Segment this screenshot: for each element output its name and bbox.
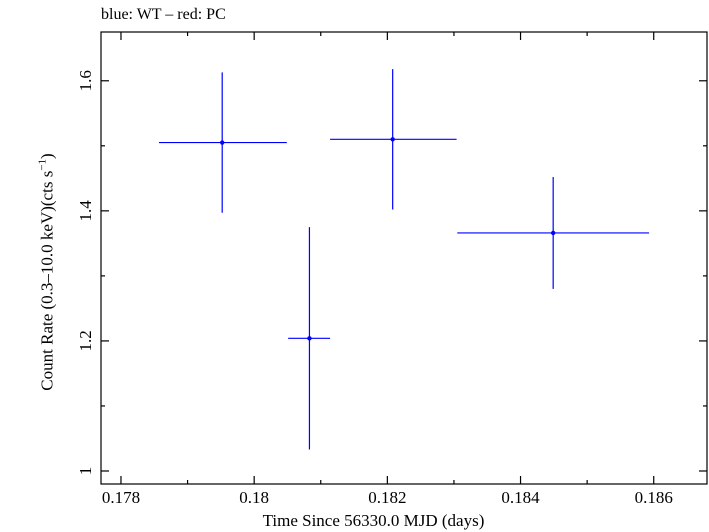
data-marker <box>220 140 225 145</box>
y-axis-label: Count Rate (0.3–10.0 keV)(cts s−1) <box>37 153 58 390</box>
y-axis-label-close: ) <box>37 153 57 159</box>
axis-ticks: 0.178 0.18 0.182 0.184 0.186 1 1.2 1.4 1.6 <box>76 32 707 507</box>
x-tick-label: 0.18 <box>239 488 269 507</box>
data-marker <box>550 230 556 236</box>
data-point-wt <box>457 177 650 289</box>
plot-frame <box>100 31 708 485</box>
data-marker <box>390 137 395 142</box>
y-axis-label-base: Count Rate (0.3–10.0 keV)(cts s <box>37 170 57 391</box>
x-tick-label: 0.182 <box>368 488 406 507</box>
x-tick-label: 0.186 <box>635 488 673 507</box>
y-tick-label: 1.4 <box>76 200 95 222</box>
data-marker <box>307 336 312 341</box>
x-tick-label: 0.178 <box>102 488 140 507</box>
data-point-wt <box>288 227 331 450</box>
y-tick-label: 1 <box>76 467 95 476</box>
x-tick-label: 0.184 <box>501 488 540 507</box>
data-point-wt <box>330 69 457 210</box>
y-axis-label-exponent: −1 <box>36 158 49 171</box>
chart-title: blue: WT – red: PC <box>101 6 226 23</box>
x-axis-label: Time Since 56330.0 MJD (days) <box>262 511 485 530</box>
y-tick-label: 1.2 <box>76 330 95 351</box>
y-tick-label: 1.6 <box>76 70 95 91</box>
data-point-wt <box>158 72 287 213</box>
data-points <box>158 69 650 450</box>
